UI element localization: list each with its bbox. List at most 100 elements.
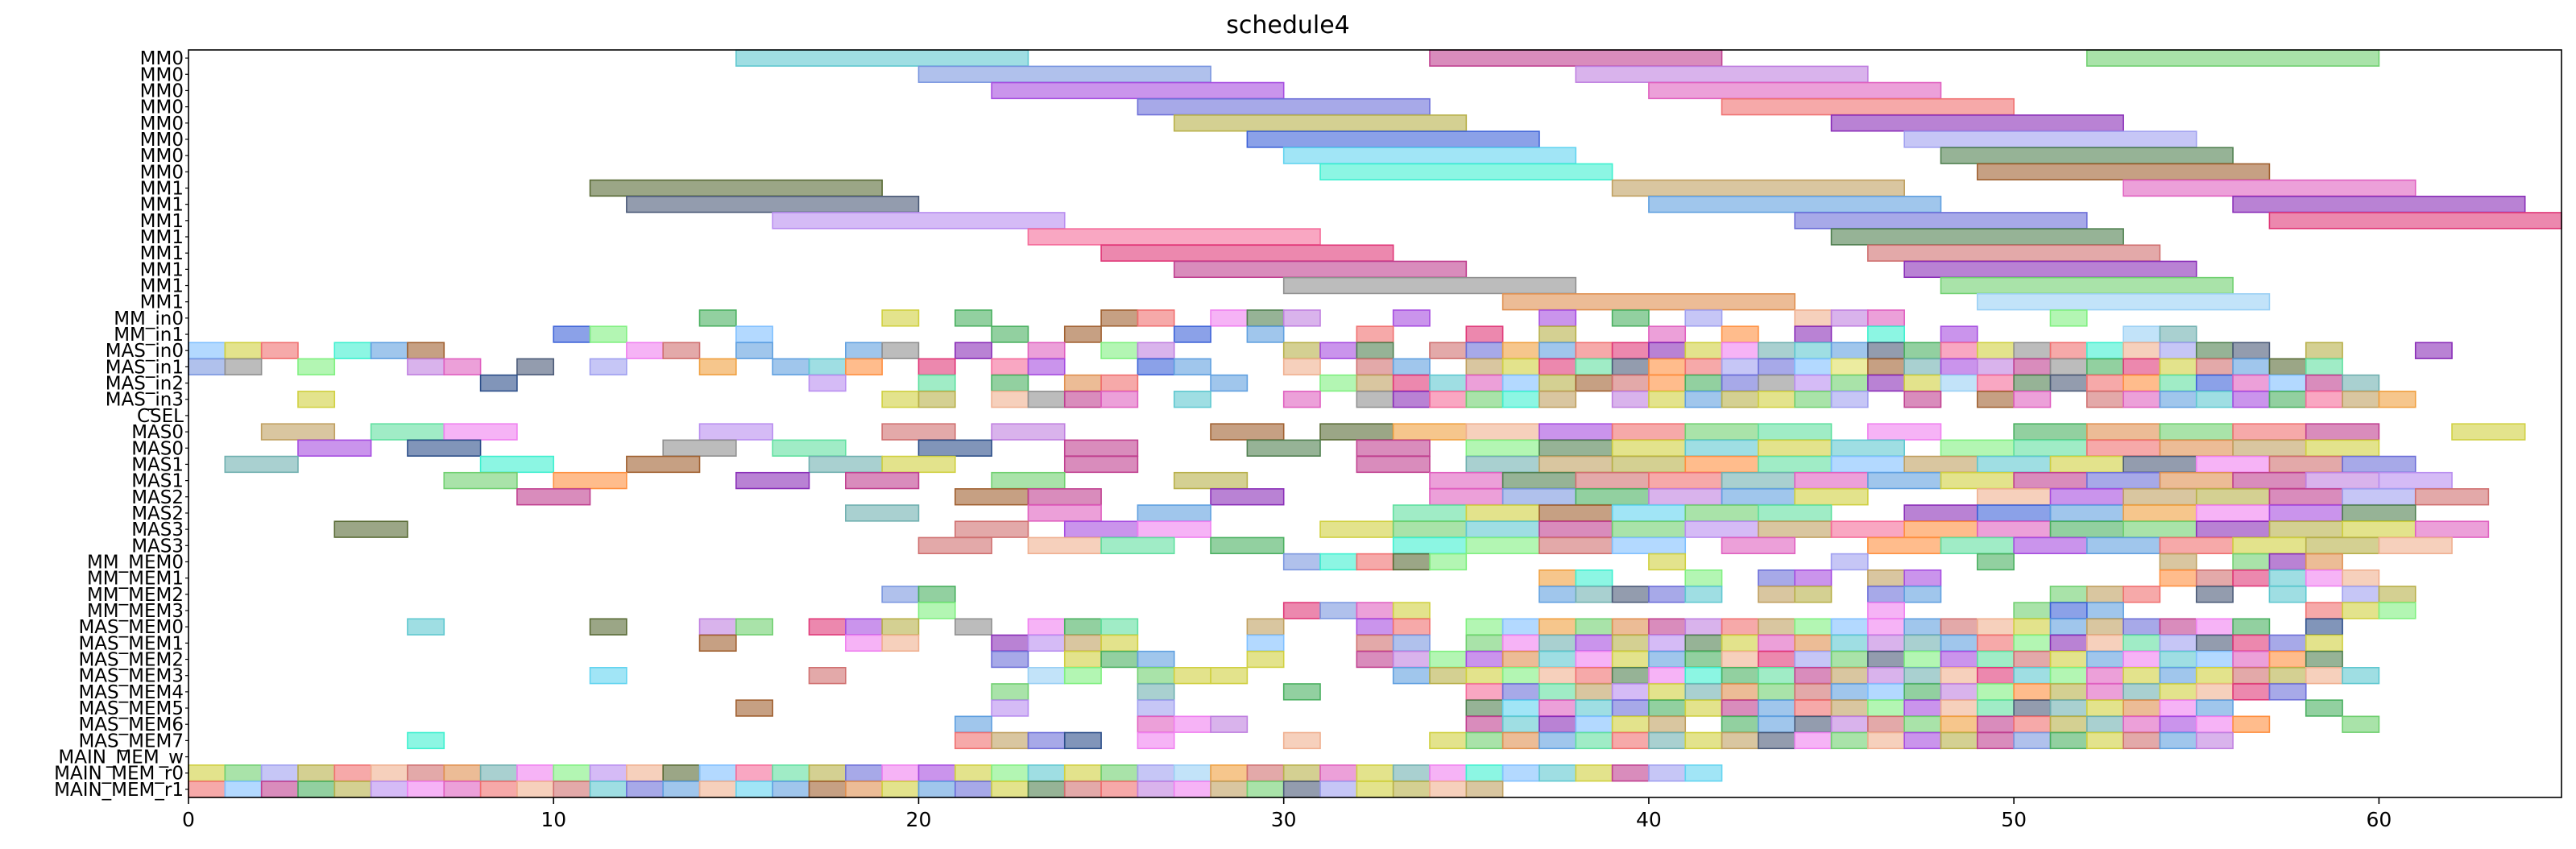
bar-mas-in1	[2232, 358, 2271, 376]
bar-main-mem-r1	[808, 781, 847, 798]
bar-mas-in2	[1940, 374, 1978, 392]
bar-mas-mem1	[2305, 634, 2343, 652]
bar-mas1	[1867, 471, 1942, 490]
bar-main-mem-r0	[224, 764, 263, 782]
x-tick-label: 0	[182, 808, 195, 831]
bar-mas-mem7	[2013, 731, 2052, 750]
bar-mas-mem0	[1027, 618, 1066, 636]
bar-mas-mem2	[1684, 650, 1723, 669]
bar-mas-in0	[1356, 342, 1394, 359]
bar-mm-mem0	[2305, 553, 2343, 571]
bar-mas0	[260, 423, 336, 441]
bar-mm-mem1	[1758, 569, 1796, 587]
bar-mm-in1	[1063, 325, 1102, 343]
bar-mas-mem2	[2086, 650, 2124, 669]
bar-main-mem-r1	[1173, 781, 1211, 798]
bar-mas1	[1903, 455, 1978, 474]
bar-mas-in3	[917, 391, 956, 408]
bar-mas2	[2195, 488, 2271, 506]
bar-main-mem-r1	[1137, 781, 1175, 798]
bar-mas-mem6	[1575, 715, 1613, 733]
bar-mas-mem1	[2049, 634, 2088, 652]
bar-mas3	[1210, 536, 1285, 554]
bar-mas-in0	[1429, 342, 1468, 359]
bar-mas0	[1684, 423, 1759, 441]
bar-mas-mem4	[1501, 683, 1540, 701]
bar-mas-in3	[2159, 391, 2197, 408]
bar-mas-mem2	[2305, 650, 2343, 669]
y-tick-label: MM1	[140, 276, 184, 297]
bar-mas-mem5	[1758, 699, 1796, 717]
bar-mas3	[1758, 520, 1833, 538]
bar-mas-in3	[1903, 391, 1942, 408]
bar-mas-mem3	[1830, 667, 1869, 685]
bar-mas-mem4	[2013, 683, 2052, 701]
bar-mas-in2	[2013, 374, 2052, 392]
bar-mas-in1	[1575, 358, 1613, 376]
y-tick-label: MAS1	[131, 454, 184, 475]
bar-mas-mem5	[2013, 699, 2052, 717]
bar-mas-mem7	[1648, 731, 1687, 750]
bar-mas1	[479, 455, 555, 474]
bar-mas-mem0	[881, 618, 920, 636]
bar-mm-mem2	[1867, 586, 1905, 603]
bar-main-mem-r1	[1100, 781, 1139, 798]
bar-mas-mem6	[1465, 715, 1504, 733]
y-tick-label: MM0	[140, 146, 184, 167]
bar-mas-in2	[1648, 374, 1687, 392]
bar-mas-in2	[1100, 374, 1139, 392]
bar-mas1	[1501, 471, 1577, 490]
bar-mas-mem0	[1611, 618, 1650, 636]
bar-mas2	[2049, 504, 2124, 522]
bar-mas-mem0	[1648, 618, 1687, 636]
bar-mas-in0	[881, 342, 920, 359]
bar-mm-mem0	[1356, 553, 1394, 571]
bar-mas2	[1721, 488, 1796, 506]
bar-main-mem-r0	[1100, 764, 1139, 782]
y-tick-label: MM_MEM1	[87, 569, 184, 590]
bar-mas-mem5	[1137, 699, 1175, 717]
bar-mas-in1	[1356, 358, 1394, 376]
bar-mas-mem2	[2195, 650, 2234, 669]
bar-mas-mem7	[2086, 731, 2124, 750]
bar-mas2	[2195, 504, 2271, 522]
bar-mm-in1	[991, 325, 1029, 343]
bar-mas3	[1465, 520, 1540, 538]
bar-mm0	[1282, 147, 1577, 164]
bar-mas-in0	[1794, 342, 1833, 359]
bar-mas-mem6	[1758, 715, 1796, 733]
bar-mas-mem3	[1429, 667, 1468, 685]
bar-mas-mem6	[2049, 715, 2088, 733]
bar-mas-mem0	[1063, 618, 1102, 636]
bar-mas-mem0	[1903, 618, 1942, 636]
bar-mas-in0	[735, 342, 773, 359]
bar-main-mem-r1	[370, 781, 408, 798]
bar-mas-in0	[2195, 342, 2234, 359]
bar-mm-mem3	[2305, 602, 2343, 619]
bar-mas-mem7	[2123, 731, 2161, 750]
y-tick-label: MAS_MEM3	[78, 666, 184, 687]
bar-mm1	[1903, 260, 2197, 279]
bar-mas0	[370, 423, 445, 441]
bar-mm-mem2	[2378, 586, 2417, 603]
y-tick-label: MM1	[140, 259, 184, 280]
bar-mas1	[2268, 455, 2343, 474]
bar-mas1	[1684, 455, 1759, 474]
bar-mas1	[2195, 455, 2271, 474]
bar-mas-in1	[2086, 358, 2124, 376]
bar-mas-mem7	[1758, 731, 1796, 750]
bar-mas2	[1684, 504, 1759, 522]
bar-mas-mem7	[1465, 731, 1504, 750]
bar-mas-mem5	[2305, 699, 2343, 717]
bar-main-mem-r0	[1684, 764, 1723, 782]
bar-mas-mem0	[1501, 618, 1540, 636]
bar-mas-in1	[297, 358, 336, 376]
bar-mas-mem1	[881, 634, 920, 652]
bar-mas-in1	[1648, 358, 1687, 376]
bar-mas-in3	[1173, 391, 1211, 408]
bar-main-mem-r0	[845, 764, 883, 782]
bar-mm-in0	[698, 309, 737, 327]
bar-mas1	[2232, 471, 2307, 490]
bar-mas0	[1758, 439, 1833, 457]
